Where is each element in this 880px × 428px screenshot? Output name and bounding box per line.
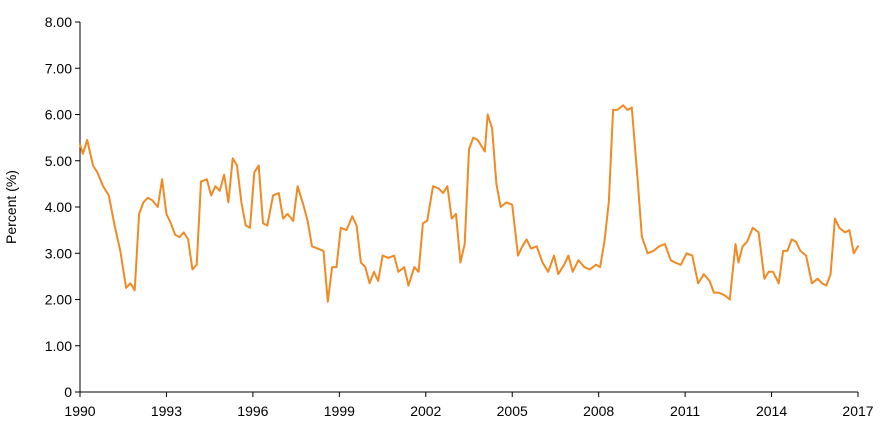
x-tick-label: 2014: [756, 403, 787, 419]
x-tick-label: 1999: [324, 403, 355, 419]
x-tick-label: 1993: [151, 403, 182, 419]
y-tick-label: 8.00: [45, 14, 72, 30]
x-tick-label: 1990: [64, 403, 95, 419]
y-tick-label: 4.00: [45, 199, 72, 215]
y-tick-label: 0: [64, 384, 72, 400]
x-tick-label: 2008: [583, 403, 614, 419]
axes: [79, 22, 858, 393]
x-tick-label: 1996: [237, 403, 268, 419]
y-axis-title: Percent (%): [3, 170, 19, 244]
x-tick-label: 2011: [670, 403, 700, 419]
x-axis-ticks: 1990 1993 1996 1999 2002 2005 2008 2011 2014 2017: [64, 392, 874, 419]
series-line-0: [79, 104, 859, 303]
x-tick-label: 2002: [410, 403, 441, 419]
y-tick-label: 7.00: [45, 60, 72, 76]
y-tick-label: 3.00: [45, 245, 72, 261]
x-tick-label: 2017: [842, 403, 873, 419]
y-tick-label: 1.00: [45, 338, 72, 354]
x-tick-label: 2005: [497, 403, 528, 419]
y-tick-label: 6.00: [45, 107, 72, 123]
y-tick-label: 2.00: [45, 292, 72, 308]
series-group: [79, 104, 859, 303]
y-axis-ticks: 0 1.00 2.00 3.00 4.00 5.00 6.00 7.00 8.00: [45, 14, 80, 400]
y-tick-label: 5.00: [45, 153, 72, 169]
